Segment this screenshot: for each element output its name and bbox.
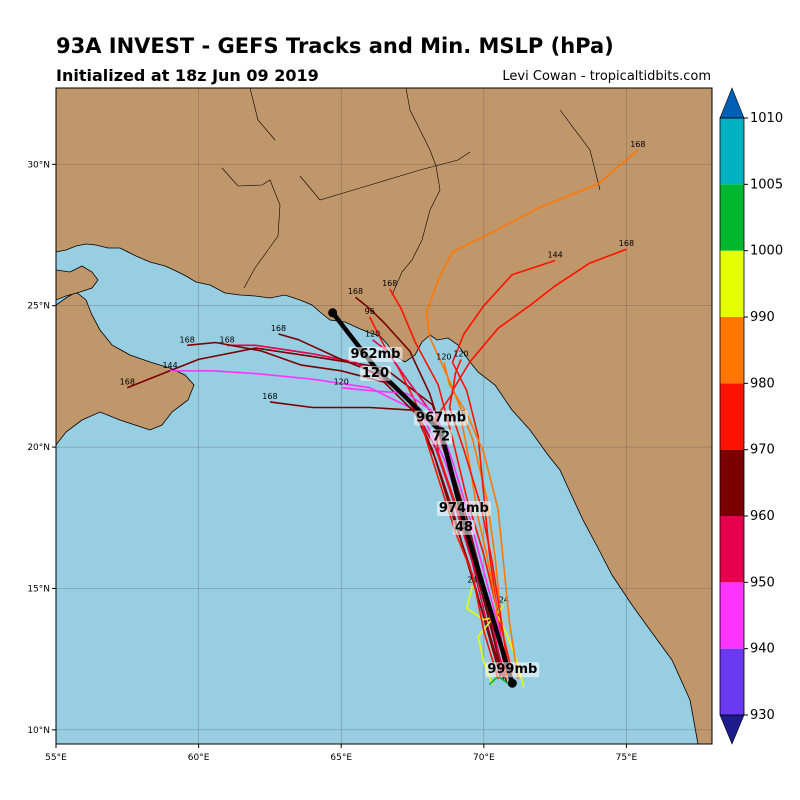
- track-hour-label: 168: [619, 239, 634, 248]
- track-hour-label: 120: [334, 378, 349, 387]
- colorbar: 930 940 950 960 970 980 990 1000 1005 1010: [719, 87, 783, 745]
- track-hour-label: 120: [436, 352, 451, 361]
- credit-text: Levi Cowan - tropicaltidbits.com: [502, 69, 711, 84]
- colorbar-tick-label: 930: [750, 708, 775, 723]
- ensemble-track: [451, 259, 556, 677]
- track-hour-label: 24: [467, 576, 477, 585]
- colorbar-tick-label: 960: [750, 509, 775, 524]
- pressure-label: 999mb: [487, 662, 537, 677]
- map-title: 93A INVEST - GEFS Tracks and Min. MSLP (…: [56, 34, 614, 58]
- forecast-hour-label-bg: [359, 365, 392, 381]
- forecast-hour-label: 72: [432, 430, 450, 445]
- lat-tick-label: 20°N: [27, 443, 50, 453]
- forecast-hour-label: 120: [362, 366, 389, 381]
- gridlines: [56, 88, 712, 744]
- colorbar-band: [720, 317, 744, 384]
- ensemble-track: [368, 316, 499, 680]
- track-hour-label: 168: [219, 335, 234, 344]
- colorbar-tick-label: 1010: [750, 111, 783, 126]
- pressure-label-bg: [485, 662, 540, 678]
- map-plot-area: 168 144 168 168 168 168 168 144 168 168 24 24 48 96 12…: [56, 88, 712, 744]
- colorbar-tick-label: 1005: [750, 177, 783, 192]
- lat-tick-label: 10°N: [27, 726, 50, 736]
- colorbar-tick-label: 940: [750, 642, 775, 657]
- pressure-label-bg: [414, 410, 469, 426]
- colorbar-tick-label: 950: [750, 575, 775, 590]
- colorbar-band: [720, 449, 744, 516]
- colorbar-low-extension: [719, 714, 745, 745]
- forecast-hour-label-bg: [452, 520, 475, 536]
- pressure-label: 967mb: [416, 411, 466, 426]
- track-hour-label: 168: [120, 378, 135, 387]
- track-hour-label: 168: [382, 279, 397, 288]
- land-mass-peninsula: [56, 265, 99, 301]
- lon-tick-label: 75°E: [616, 753, 638, 763]
- colorbar-high-extension: [719, 87, 745, 119]
- pressure-label-bg: [348, 346, 403, 362]
- lon-tick-label: 65°E: [330, 753, 352, 763]
- track-hour-label: 168: [180, 335, 195, 344]
- lon-tick-label: 60°E: [188, 753, 210, 763]
- colorbar-band: [720, 383, 744, 450]
- axis-ticks: 55°E 60°E 65°E 70°E 75°E 10°N 15°N 20°N 25°N 30°N: [27, 160, 637, 763]
- colorbar-band: [720, 184, 744, 251]
- ensemble-track: [187, 341, 505, 680]
- country-borders: [221, 88, 601, 296]
- land-mass: [56, 88, 712, 744]
- colorbar-tick-label: 990: [750, 310, 775, 325]
- lat-tick-label: 15°N: [27, 584, 50, 594]
- lat-tick-label: 25°N: [27, 302, 50, 312]
- ensemble-track: [448, 248, 627, 677]
- colorbar-tick-label: 980: [750, 376, 775, 391]
- map-frame: [55, 87, 713, 745]
- forecast-hour-label: 48: [455, 520, 473, 535]
- colorbar-band: [720, 582, 744, 649]
- ensemble-mean-track: 999mb 974mb 48 967mb 72 962mb 120: [328, 308, 540, 688]
- colorbar-band: [720, 118, 744, 185]
- track-hour-label: 96: [365, 307, 375, 316]
- forecast-hour-label-bg: [429, 429, 453, 445]
- land-mass-oman: [56, 291, 195, 446]
- track-hour-label: 120: [453, 349, 468, 358]
- mean-track-point: [328, 308, 338, 318]
- lon-tick-label: 70°E: [473, 753, 495, 763]
- colorbar-band: [720, 648, 744, 715]
- colorbar-band: [720, 250, 744, 317]
- track-hour-label: 144: [547, 250, 562, 259]
- track-hour-label: 168: [271, 324, 286, 333]
- mean-track-point: [507, 678, 517, 688]
- track-hour-label: 120: [365, 330, 380, 339]
- track-hour-label: 168: [630, 140, 645, 149]
- pressure-label-bg: [436, 501, 491, 517]
- init-time-subtitle: Initialized at 18z Jun 09 2019: [56, 66, 319, 85]
- track-hour-label: 168: [262, 392, 277, 401]
- colorbar-tick-label: 970: [750, 443, 775, 458]
- lon-tick-label: 55°E: [45, 753, 67, 763]
- ensemble-track: [341, 386, 511, 680]
- pressure-label: 962mb: [350, 347, 400, 362]
- ensemble-track: [426, 149, 639, 677]
- colorbar-frame: [719, 117, 745, 716]
- colorbar-tick-label: 1000: [750, 244, 783, 259]
- track-hour-label: 144: [162, 361, 177, 370]
- lat-tick-label: 30°N: [27, 160, 50, 170]
- track-hour-label: 24: [499, 595, 509, 604]
- colorbar-band: [720, 516, 744, 583]
- track-hour-label: 168: [348, 287, 363, 296]
- pressure-label: 974mb: [439, 501, 489, 516]
